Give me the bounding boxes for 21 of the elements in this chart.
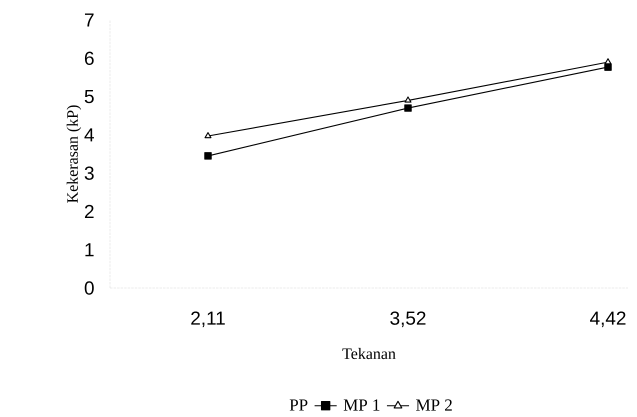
x-tick-label: 2,11	[191, 311, 225, 328]
x-tick-label: 3,52	[390, 311, 426, 328]
point	[604, 58, 612, 64]
legend-label: MP 2	[416, 399, 452, 411]
y-axis-title: Kekerasan (kP)	[66, 105, 82, 203]
point	[404, 104, 412, 112]
y-tick-label: 5	[84, 90, 94, 104]
point	[404, 96, 412, 103]
legend-label: MP 1	[344, 399, 380, 411]
text: PP	[290, 399, 308, 411]
y-tick-label: 1	[85, 243, 94, 256]
y-tick-label: 2	[84, 204, 94, 218]
x-tick-label: 4,42	[590, 311, 626, 328]
x-axis-title: Tekanan	[342, 348, 396, 360]
y-tick-label: 3	[84, 166, 94, 180]
y-tick-label: 7	[84, 13, 94, 27]
y-tick-label: 0	[84, 281, 94, 295]
y-tick-label: 4	[84, 128, 94, 142]
y-tick-label: 6	[84, 52, 94, 65]
point	[204, 152, 212, 160]
point	[204, 132, 212, 138]
